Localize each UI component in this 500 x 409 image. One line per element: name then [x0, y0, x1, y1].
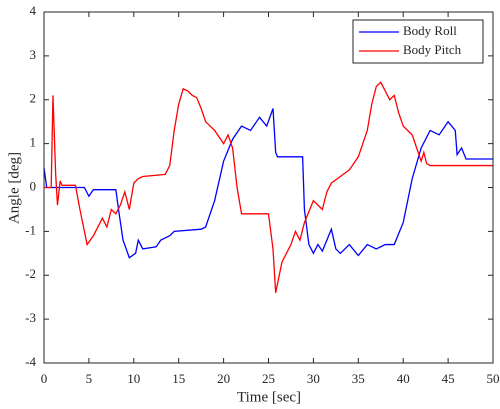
x-tick-label: 15 — [172, 371, 185, 386]
x-tick-label: 45 — [442, 371, 455, 386]
y-tick-label: -3 — [25, 310, 36, 325]
x-tick-label: 5 — [86, 371, 93, 386]
data-line — [43, 108, 493, 259]
x-tick-label: 40 — [397, 371, 410, 386]
x-tick-label: 10 — [127, 371, 140, 386]
x-tick-label: 25 — [262, 371, 275, 386]
legend-label: Body Roll — [403, 23, 457, 38]
legend-box — [352, 19, 484, 64]
y-tick-label: 2 — [30, 91, 37, 106]
y-tick-label: 1 — [30, 135, 37, 150]
y-tick-label: 3 — [30, 47, 37, 62]
y-tick-label: 4 — [30, 3, 37, 18]
x-axis-label: Time [sec] — [237, 389, 301, 405]
x-tick-label: 30 — [307, 371, 320, 386]
y-tick-label: -1 — [25, 222, 36, 237]
x-tick-label: 50 — [487, 371, 500, 386]
data-line — [44, 81, 493, 293]
y-tick-label: 0 — [30, 178, 37, 193]
legend-label: Body Pitch — [403, 42, 462, 57]
plot-area — [44, 12, 493, 363]
y-tick-label: -4 — [25, 354, 36, 369]
axes-box — [43, 11, 494, 364]
y-axis-label: Angle [deg] — [6, 152, 22, 224]
x-tick-label: 0 — [41, 371, 48, 386]
x-tick-label: 20 — [217, 371, 230, 386]
x-tick-label: 35 — [352, 371, 365, 386]
y-tick-label: -2 — [25, 266, 36, 281]
